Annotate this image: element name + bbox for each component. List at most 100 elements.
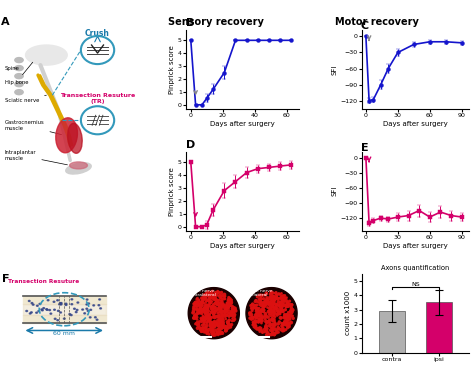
Circle shape <box>213 312 216 314</box>
Circle shape <box>278 293 280 295</box>
Circle shape <box>84 313 85 314</box>
Circle shape <box>99 299 100 300</box>
Circle shape <box>31 303 33 304</box>
Circle shape <box>220 307 222 309</box>
Circle shape <box>228 303 229 304</box>
Circle shape <box>213 314 214 315</box>
Circle shape <box>201 330 204 332</box>
Circle shape <box>281 309 282 310</box>
Circle shape <box>214 316 216 319</box>
Circle shape <box>222 319 224 322</box>
Circle shape <box>283 316 285 318</box>
Y-axis label: count x1000: count x1000 <box>345 291 351 335</box>
Text: 60 mm: 60 mm <box>53 331 75 336</box>
Circle shape <box>216 301 218 303</box>
Text: Spine: Spine <box>5 66 19 70</box>
Circle shape <box>280 303 282 305</box>
Circle shape <box>258 310 260 312</box>
Circle shape <box>288 303 291 305</box>
Circle shape <box>224 326 227 328</box>
Circle shape <box>255 309 258 310</box>
Circle shape <box>268 320 270 322</box>
Circle shape <box>252 303 254 305</box>
Circle shape <box>211 295 213 297</box>
Circle shape <box>263 309 265 311</box>
Polygon shape <box>246 288 297 339</box>
Circle shape <box>57 300 58 301</box>
Circle shape <box>205 330 208 333</box>
Circle shape <box>199 327 201 328</box>
Ellipse shape <box>68 123 82 153</box>
Circle shape <box>202 327 204 329</box>
Circle shape <box>278 321 280 323</box>
Circle shape <box>269 302 272 304</box>
Circle shape <box>266 298 268 301</box>
Circle shape <box>208 300 210 302</box>
Circle shape <box>210 317 212 319</box>
Circle shape <box>269 309 271 311</box>
Circle shape <box>226 321 228 323</box>
Circle shape <box>283 316 285 319</box>
Circle shape <box>224 298 226 300</box>
Circle shape <box>229 301 231 303</box>
Circle shape <box>271 309 273 311</box>
Circle shape <box>278 327 280 330</box>
Circle shape <box>266 321 269 323</box>
Circle shape <box>227 303 228 304</box>
Circle shape <box>274 299 276 301</box>
Circle shape <box>261 320 263 322</box>
Circle shape <box>220 296 222 298</box>
Circle shape <box>222 315 223 316</box>
Circle shape <box>260 298 262 300</box>
Circle shape <box>279 316 282 319</box>
Circle shape <box>273 314 274 316</box>
Circle shape <box>201 328 202 329</box>
Circle shape <box>212 307 214 308</box>
Circle shape <box>272 304 273 306</box>
Circle shape <box>228 313 230 314</box>
Circle shape <box>270 314 272 316</box>
Circle shape <box>287 303 289 304</box>
Circle shape <box>211 291 213 293</box>
Circle shape <box>285 305 287 307</box>
Circle shape <box>211 296 212 298</box>
Circle shape <box>258 328 260 330</box>
Circle shape <box>211 333 213 335</box>
Circle shape <box>210 306 213 308</box>
Circle shape <box>195 322 197 324</box>
Circle shape <box>211 329 212 331</box>
Circle shape <box>205 306 207 308</box>
Circle shape <box>205 292 207 294</box>
Circle shape <box>271 299 273 302</box>
Circle shape <box>197 316 198 318</box>
Circle shape <box>272 305 274 308</box>
Circle shape <box>251 304 253 306</box>
Circle shape <box>193 317 195 319</box>
Circle shape <box>208 304 210 306</box>
Circle shape <box>228 323 229 324</box>
Circle shape <box>228 305 229 306</box>
Circle shape <box>224 312 226 314</box>
Circle shape <box>200 310 202 312</box>
Circle shape <box>273 301 274 302</box>
Circle shape <box>260 314 262 316</box>
Circle shape <box>43 308 45 309</box>
Circle shape <box>288 312 290 314</box>
Circle shape <box>252 316 254 318</box>
Circle shape <box>206 324 208 327</box>
Circle shape <box>202 318 203 320</box>
Circle shape <box>195 302 198 304</box>
Circle shape <box>224 310 226 312</box>
Circle shape <box>290 307 292 309</box>
Circle shape <box>267 302 270 304</box>
Circle shape <box>228 324 229 326</box>
Circle shape <box>290 315 292 317</box>
Circle shape <box>291 304 292 306</box>
Circle shape <box>264 301 266 303</box>
Circle shape <box>209 316 211 318</box>
Circle shape <box>280 317 282 319</box>
Circle shape <box>272 321 273 322</box>
Circle shape <box>272 328 273 329</box>
Circle shape <box>234 314 236 316</box>
Circle shape <box>259 327 261 329</box>
